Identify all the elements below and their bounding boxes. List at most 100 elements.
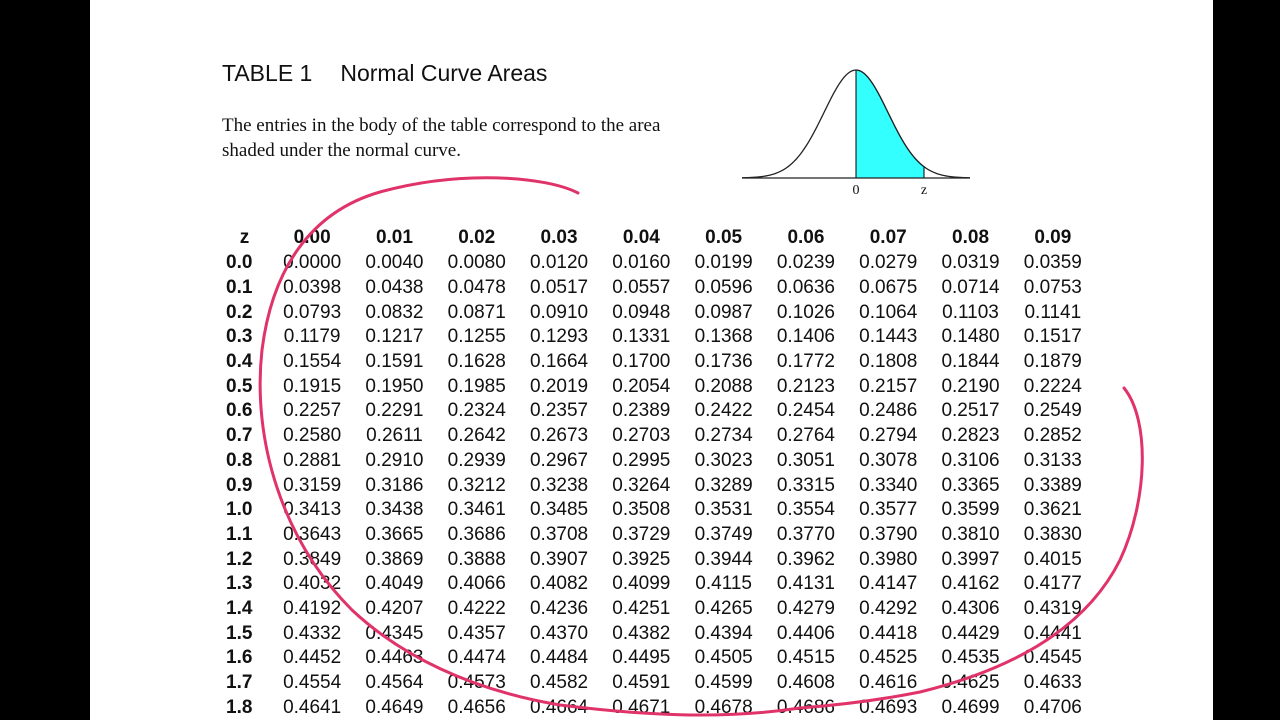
area-value-cell: 0.0478 (447, 277, 506, 299)
area-value-cell: 0.4406 (776, 622, 835, 644)
area-value-cell: 0.2257 (283, 400, 342, 422)
area-value-cell: 0.4192 (283, 597, 342, 619)
z-value-cell: 1.0 (226, 499, 253, 521)
z-label: z (921, 183, 927, 198)
area-value-cell: 0.1026 (776, 301, 835, 323)
area-value-cell: 0.1480 (941, 326, 1000, 348)
area-value-cell: 0.4115 (695, 573, 752, 595)
area-value-cell: 0.3264 (612, 474, 671, 496)
area-value-cell: 0.0080 (447, 252, 506, 274)
area-value-cell: 0.1141 (1024, 301, 1082, 323)
z-value-cell: 0.1 (226, 277, 253, 299)
document-page: TABLE 1 Normal Curve Areas The entries in… (90, 0, 1213, 720)
area-value-cell: 0.3729 (612, 523, 671, 545)
area-value-cell: 0.3621 (1023, 499, 1082, 521)
area-value-cell: 0.1103 (942, 301, 999, 323)
area-value-cell: 0.3577 (859, 499, 918, 521)
table-title: Normal Curve Areas (340, 60, 548, 86)
area-value-cell: 0.0199 (694, 252, 753, 274)
table-row: 1.5 0.4332 0.4345 0.4357 0.4370 0.4382 0.4394 0… (218, 621, 1094, 646)
header-row: z 0.00 0.01 0.02 0.03 0.04 0.05 0.06 0.07 0.08 0.… (218, 224, 1094, 251)
area-value-cell: 0.1664 (529, 351, 589, 373)
area-value-cell: 0.3925 (612, 548, 671, 570)
column-header: 0.00 (293, 226, 331, 248)
area-value-cell: 0.4474 (447, 647, 506, 669)
area-value-cell: 0.4147 (859, 573, 918, 595)
area-value-cell: 0.4678 (694, 696, 753, 718)
zero-label: 0 (853, 183, 860, 198)
area-value-cell: 0.3980 (859, 548, 918, 570)
z-value-cell: 0.6 (226, 400, 253, 422)
area-value-cell: 0.0359 (1023, 252, 1082, 274)
area-value-cell: 0.4418 (859, 622, 918, 644)
area-value-cell: 0.3790 (859, 523, 918, 545)
area-value-cell: 0.4608 (776, 672, 835, 694)
table-row: 0.3 0.1179 0.1217 0.1255 0.1293 0.1331 0.1368 0… (218, 325, 1094, 350)
area-value-cell: 0.3849 (283, 548, 342, 570)
area-value-cell: 0.1700 (612, 351, 671, 373)
area-value-cell: 0.1064 (859, 301, 918, 323)
z-table: z 0.00 0.01 0.02 0.03 0.04 0.05 0.06 0.07 0.08 0.… (218, 224, 1094, 720)
area-value-cell: 0.4032 (283, 573, 342, 595)
area-value-cell: 0.4495 (612, 647, 671, 669)
column-header: 0.07 (869, 226, 907, 248)
z-value-cell: 1.3 (226, 573, 253, 595)
area-value-cell: 0.3643 (283, 523, 342, 545)
area-value-cell: 0.3389 (1023, 474, 1082, 496)
area-value-cell: 0.2486 (859, 400, 918, 422)
area-value-cell: 0.4251 (612, 597, 671, 619)
area-value-cell: 0.4265 (694, 597, 753, 619)
area-value-cell: 0.0438 (365, 277, 424, 299)
area-value-cell: 0.0636 (776, 277, 835, 299)
area-value-cell: 0.2190 (941, 375, 1000, 397)
z-value-cell: 1.7 (226, 672, 253, 694)
area-value-cell: 0.2517 (941, 400, 1000, 422)
area-value-cell: 0.4535 (941, 647, 1000, 669)
z-value-cell: 0.2 (226, 301, 253, 323)
area-value-cell: 0.3078 (859, 449, 918, 471)
z-value-cell: 1.6 (226, 647, 253, 669)
area-value-cell: 0.4015 (1023, 548, 1082, 570)
area-value-cell: 0.4515 (776, 647, 835, 669)
column-header: 0.08 (952, 226, 990, 248)
area-value-cell: 0.4599 (694, 672, 753, 694)
z-value-cell: 0.3 (226, 326, 253, 348)
area-value-cell: 0.2054 (612, 375, 671, 397)
table-row: 0.5 0.1915 0.1950 0.1985 0.2019 0.2054 0.2088 0… (218, 374, 1094, 399)
area-value-cell: 0.1331 (612, 326, 671, 348)
table-row: 1.8 0.4641 0.4649 0.4656 0.4664 0.4671 0.4678 0… (218, 695, 1094, 720)
area-value-cell: 0.0040 (365, 252, 424, 274)
shaded-area (855, 69, 925, 179)
area-value-cell: 0.2389 (612, 400, 671, 422)
area-value-cell: 0.1808 (859, 351, 918, 373)
z-value-cell: 0.0 (226, 252, 253, 274)
table-row: 0.2 0.0793 0.0832 0.0871 0.0910 0.0948 0.0987 0… (218, 300, 1094, 325)
area-value-cell: 0.4671 (612, 696, 671, 718)
area-value-cell: 0.4573 (447, 672, 506, 694)
area-value-cell: 0.2291 (365, 400, 424, 422)
area-value-cell: 0.0948 (612, 301, 671, 323)
area-value-cell: 0.0239 (776, 252, 835, 274)
area-value-cell: 0.3830 (1023, 523, 1082, 545)
area-value-cell: 0.4429 (941, 622, 1000, 644)
column-header: 0.01 (375, 226, 413, 248)
table-row: 0.1 0.0398 0.0438 0.0478 0.0517 0.0557 0.0596 0… (218, 276, 1094, 301)
table-row: 1.7 0.4554 0.4564 0.4573 0.4582 0.4591 0.4599 0… (218, 671, 1094, 696)
area-value-cell: 0.1554 (283, 351, 342, 373)
area-value-cell: 0.2673 (529, 425, 589, 447)
area-value-cell: 0.2995 (612, 449, 671, 471)
area-value-cell: 0.4452 (283, 647, 342, 669)
area-value-cell: 0.4345 (365, 622, 424, 644)
column-header: 0.09 (1034, 226, 1072, 248)
table-row: 1.0 0.3413 0.3438 0.3461 0.3485 0.3508 0.3531 0… (218, 498, 1094, 523)
area-value-cell: 0.4394 (694, 622, 753, 644)
column-header: 0.02 (458, 226, 496, 248)
area-value-cell: 0.1844 (941, 351, 1000, 373)
area-value-cell: 0.3665 (365, 523, 424, 545)
area-value-cell: 0.3365 (941, 474, 1000, 496)
area-value-cell: 0.2019 (529, 375, 589, 397)
table-number: TABLE 1 (222, 60, 313, 86)
area-value-cell: 0.2157 (859, 375, 918, 397)
area-value-cell: 0.2910 (365, 449, 424, 471)
column-header: 0.04 (622, 226, 660, 248)
